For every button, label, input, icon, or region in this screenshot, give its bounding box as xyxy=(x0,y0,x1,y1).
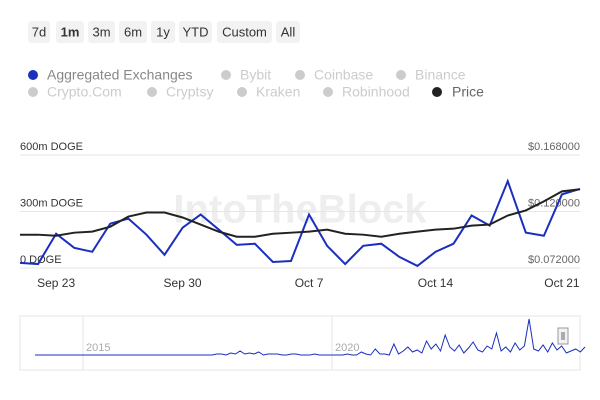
range-button-label[interactable]: YTD xyxy=(183,24,209,39)
range-button-label[interactable]: 7d xyxy=(32,24,46,39)
legend-label[interactable]: Crypto.Com xyxy=(47,84,122,100)
y-tick-label: 600m DOGE xyxy=(20,141,83,153)
legend-marker[interactable] xyxy=(323,87,333,97)
watermark: IntoTheBlock xyxy=(173,188,427,232)
navigator-label: 2015 xyxy=(86,342,110,354)
y-tick-label: 300m DOGE xyxy=(20,197,83,209)
range-button-label[interactable]: 6m xyxy=(124,24,142,39)
legend-marker[interactable] xyxy=(396,70,406,80)
range-button[interactable] xyxy=(217,21,272,43)
legend-marker[interactable] xyxy=(295,70,305,80)
range-button[interactable] xyxy=(276,21,300,43)
range-button[interactable] xyxy=(88,21,115,43)
range-button[interactable] xyxy=(179,21,212,43)
x-tick-label: Sep 23 xyxy=(37,276,75,290)
legend-label[interactable]: Kraken xyxy=(256,84,300,100)
legend-marker[interactable] xyxy=(147,87,157,97)
range-button-label[interactable]: 1m xyxy=(61,24,80,39)
legend-label[interactable]: Price xyxy=(452,84,484,100)
x-tick-label: Oct 7 xyxy=(295,276,324,290)
range-button[interactable] xyxy=(151,21,175,43)
range-button-label[interactable]: Custom xyxy=(222,24,267,39)
legend-label[interactable]: Cryptsy xyxy=(166,84,213,100)
range-button-label[interactable]: All xyxy=(281,24,296,39)
navigator-line xyxy=(35,318,586,356)
x-tick-label: Oct 21 xyxy=(544,276,580,290)
y2-tick-label: $0.072000 xyxy=(528,254,580,266)
y2-tick-label: $0.168000 xyxy=(528,141,580,153)
legend-label[interactable]: Coinbase xyxy=(314,67,373,83)
legend-label[interactable]: Bybit xyxy=(240,67,271,83)
navigator-label: 2020 xyxy=(335,342,359,354)
legend-label[interactable]: Aggregated Exchanges xyxy=(47,67,193,83)
x-tick-label: Oct 14 xyxy=(418,276,454,290)
legend-marker[interactable] xyxy=(237,87,247,97)
navigator-frame xyxy=(19,315,581,371)
range-button[interactable] xyxy=(119,21,147,43)
legend-label[interactable]: Robinhood xyxy=(342,84,410,100)
range-button-label[interactable]: 1y xyxy=(156,24,170,39)
range-button-label[interactable]: 3m xyxy=(92,24,110,39)
navigator-handle[interactable] xyxy=(557,327,569,345)
legend-marker[interactable] xyxy=(28,87,38,97)
range-button[interactable] xyxy=(56,21,84,43)
legend-marker[interactable] xyxy=(221,70,231,80)
x-tick-label: Sep 30 xyxy=(164,276,202,290)
range-button[interactable] xyxy=(28,21,50,43)
legend-label[interactable]: Binance xyxy=(415,67,466,83)
series-line xyxy=(20,188,581,238)
legend-marker[interactable] xyxy=(432,87,442,97)
legend-marker[interactable] xyxy=(28,70,38,80)
y2-tick-label: $0.120000 xyxy=(528,197,580,209)
